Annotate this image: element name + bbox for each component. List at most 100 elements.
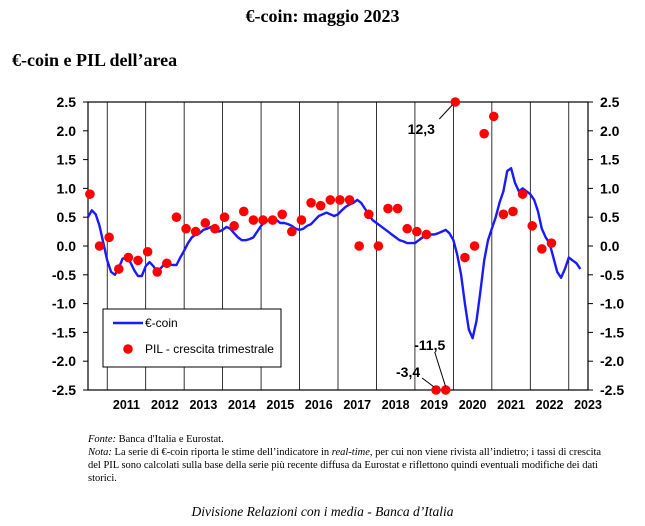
y-tick-label-left: -2.5 — [52, 382, 76, 398]
pil-point — [142, 246, 153, 257]
pil-point — [123, 252, 134, 263]
annotation-115: -11,5 — [414, 337, 445, 353]
pil-point — [335, 195, 345, 205]
y-tick-label-left: 0.0 — [57, 238, 77, 254]
y-tick-label-left: -1.0 — [52, 296, 76, 312]
pil-point — [287, 226, 297, 237]
legend-label-pil: PIL - crescita trimestrale — [145, 342, 274, 356]
note-italic: real-time — [331, 447, 370, 458]
y-tick-label-left: 0.5 — [57, 209, 77, 225]
y-tick-label-left: 2.5 — [57, 94, 77, 110]
x-tick-label: 2020 — [459, 398, 487, 412]
pil-point — [171, 212, 182, 222]
pil-point — [94, 241, 105, 251]
x-tick-label: 2018 — [382, 398, 410, 412]
pil-point — [296, 215, 307, 225]
x-tick-label: 2016 — [305, 398, 333, 412]
pil-point — [277, 209, 288, 220]
legend-dot-swatch — [123, 344, 133, 354]
x-tick-label: 2012 — [151, 398, 179, 412]
pil-point — [508, 206, 518, 217]
pil-point — [190, 226, 201, 237]
pil-point — [383, 203, 393, 214]
pil-point — [354, 241, 364, 251]
pil-point — [392, 203, 403, 214]
pil-point — [479, 128, 489, 139]
pil-point — [440, 385, 451, 395]
y-tick-label-right: -1.5 — [600, 324, 624, 340]
pil-point — [546, 238, 557, 248]
y-tick-label-left: 1.0 — [57, 180, 77, 196]
pil-point — [248, 215, 259, 225]
y-tick-label-right: 1.5 — [600, 152, 620, 168]
pil-point — [113, 264, 124, 274]
pil-point — [537, 244, 547, 254]
pil-point — [488, 111, 499, 122]
x-tick-label: 2015 — [266, 398, 294, 412]
pil-point — [325, 195, 336, 205]
note-text-2: , per cui non viene rivista all’indietro… — [88, 447, 602, 484]
pil-point — [152, 267, 163, 277]
pil-point — [238, 206, 249, 217]
note-label: Nota: — [88, 447, 112, 458]
pil-point — [181, 223, 191, 234]
annotation-leader-115 — [434, 351, 447, 388]
pil-point — [315, 200, 326, 211]
y-tick-label-right: 2.5 — [600, 94, 620, 110]
y-tick-label-right: -0.5 — [600, 267, 624, 283]
pil-point — [258, 215, 268, 225]
pil-point — [162, 258, 172, 269]
footer-credit: Divisione Relazioni con i media - Banca … — [191, 504, 454, 519]
legend-label-ecoin: €-coin — [145, 316, 178, 330]
y-tick-label-right: 0.5 — [600, 209, 620, 225]
chart-subtitle: €-coin e PIL dell’area — [12, 50, 178, 70]
pil-point — [104, 232, 114, 243]
pil-point — [498, 209, 509, 220]
y-tick-label-left: 2.0 — [57, 123, 77, 139]
pil-point — [469, 241, 480, 251]
source-label: Fonte: — [88, 434, 116, 445]
x-tick-label: 2019 — [420, 398, 448, 412]
pil-point — [200, 218, 211, 228]
pil-point — [229, 221, 239, 231]
pil-point — [267, 215, 278, 225]
y-tick-label-left: -1.5 — [52, 324, 76, 340]
pil-point — [344, 195, 355, 205]
pil-point — [450, 97, 461, 107]
x-tick-label: 2011 — [113, 398, 140, 412]
x-tick-label: 2021 — [497, 398, 525, 412]
y-tick-label-right: -2.0 — [600, 353, 624, 369]
pil-point — [431, 385, 441, 395]
pil-point — [210, 223, 220, 234]
annotation-12: 12,3 — [408, 121, 435, 137]
y-tick-label-right: -2.5 — [600, 382, 624, 398]
pil-point — [306, 198, 316, 208]
y-tick-label-right: 1.0 — [600, 180, 620, 196]
y-tick-label-right: -1.0 — [600, 296, 624, 312]
annotation-leader-12 — [438, 104, 453, 120]
pil-point — [133, 255, 143, 266]
chart-svg: -2.5 -2.5 -2.0 -2.0 -1.5 -1.5 -1.0 -1.0 -0.5 -0.5… — [52, 94, 624, 412]
annotation-leader-34 — [421, 377, 435, 388]
note-text-1: La serie di €-coin riporta le stime dell… — [114, 447, 330, 458]
pil-point — [85, 189, 95, 199]
pil-point — [219, 212, 230, 222]
method-note: Nota: La serie di €-coin riporta le stim… — [88, 446, 608, 485]
page-title: €-coin: maggio 2023 — [245, 6, 400, 26]
x-tick-label: 2013 — [189, 398, 217, 412]
pil-point — [527, 221, 538, 231]
pil-point — [412, 226, 422, 237]
x-tick-label: 2022 — [536, 398, 564, 412]
pil-point — [460, 252, 470, 263]
pil-point — [373, 241, 384, 251]
pil-point — [421, 229, 432, 240]
pil-point — [517, 189, 528, 199]
x-tick-label: 2017 — [343, 398, 371, 412]
source-note: Fonte: Banca d'Italia e Eurostat. — [88, 433, 608, 446]
legend-box — [102, 308, 282, 368]
y-tick-label-right: 2.0 — [600, 123, 620, 139]
y-tick-label-left: 1.5 — [57, 152, 77, 168]
annotation-34: -3,4 — [396, 364, 420, 380]
y-tick-label-right: 0.0 — [600, 238, 620, 254]
pil-point — [363, 209, 374, 220]
